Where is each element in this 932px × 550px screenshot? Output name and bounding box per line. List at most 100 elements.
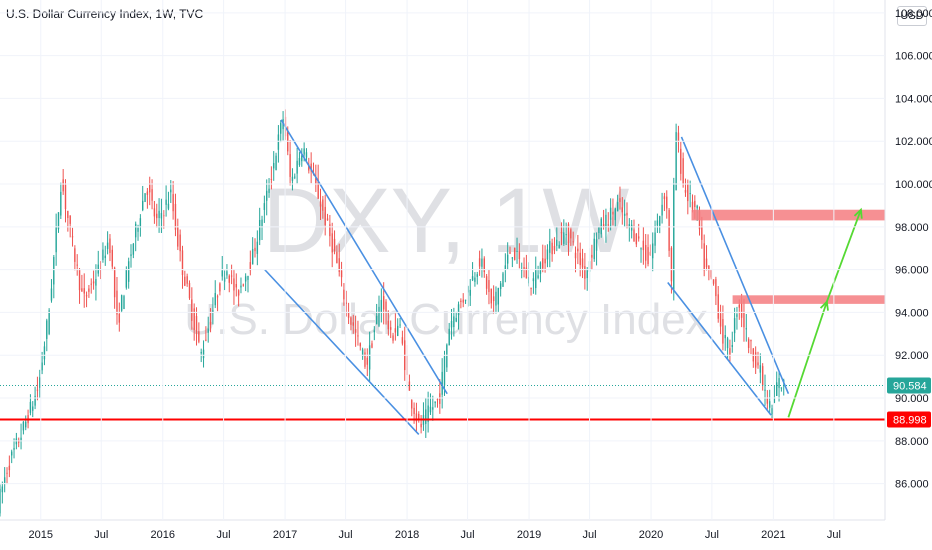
candle-body [654,232,656,246]
candle-body [415,413,418,422]
x-tick-label: 2016 [151,529,175,541]
x-tick-label: 2017 [273,529,297,541]
candle-body [567,224,570,243]
candle-body [177,227,179,247]
candle-body [666,196,668,209]
projection-arrow [787,301,828,418]
candle-body [221,270,223,277]
candle-body [294,176,296,178]
x-tick-label: 2019 [517,529,541,541]
candle-body [630,224,633,231]
candle-body [142,200,144,211]
candle-body [350,317,352,325]
candle-body [740,303,743,318]
candle-body [275,155,277,171]
candle-body [521,269,523,271]
watermark-name: U.S. Dollar Currency Index [184,295,707,344]
candle-body [109,238,111,253]
candle-body [673,183,675,292]
candle-body [329,224,331,237]
candle-body [336,251,338,264]
candle-body [719,313,722,327]
candle-body [418,413,420,419]
candle-body [553,245,556,251]
candle-body [15,438,18,445]
x-tick-label: Jul [217,529,231,541]
resistance-zone [732,295,885,304]
candle-body [326,218,329,221]
candle-body [513,247,516,260]
candle-body [237,290,240,296]
candle-body [214,293,216,306]
candle-body [523,267,525,270]
x-tick-label: Jul [827,529,841,541]
candle-body [455,317,457,322]
candle-body [106,242,109,249]
candle-body [268,188,270,193]
candle-body [149,183,151,193]
candle-body [680,148,682,174]
candle-body [277,134,280,150]
candle-body [621,207,624,213]
candle-body [123,296,125,309]
candle-body [537,275,539,278]
y-tick-label: 100.000 [895,179,932,191]
candle-body [397,325,399,336]
candle-body [705,258,708,268]
candle-body [474,277,476,282]
y-tick-label: 104.000 [895,93,932,105]
candle-body [490,288,492,304]
candle-body [645,244,647,261]
candle-body [118,313,121,323]
y-tick-label: 92.000 [895,350,929,362]
candle-body [387,320,390,330]
candle-body [668,209,670,251]
candle-body [324,206,326,226]
candle-body [724,334,726,339]
candle-body [411,400,413,409]
candle-body [481,258,483,267]
candle-body [64,184,67,210]
candle-body [757,362,759,366]
candle-body [308,164,310,171]
candle-body [595,239,598,251]
candle-body [366,357,369,365]
candle-body [640,248,642,250]
candle-body [57,212,60,230]
candle-body [656,220,659,226]
candle-body [478,258,481,267]
candle-body [247,275,249,280]
y-ticks: 86.000 88.000 90.000 92.000 94.000 96.000 98.0… [895,8,932,491]
candle-body [310,163,312,172]
candle-body [745,328,748,330]
candle-body [315,177,317,184]
candle-body [242,284,245,286]
candle-body [83,288,85,294]
currency-button[interactable]: USD [897,6,927,26]
candle-body [460,300,462,302]
candle-body [25,421,27,428]
candle-body [216,296,219,298]
candle-body [240,285,242,288]
candle-body [205,339,207,341]
candle-body [305,152,308,158]
candle-body [652,243,654,259]
y-tick-label: 94.000 [895,307,929,319]
candle-body [200,352,202,354]
candle-body [298,158,301,165]
candle-body [104,255,106,259]
candle-body [273,162,275,169]
candle-body [202,349,205,359]
candle-body [371,343,373,348]
candle-body [13,447,15,450]
candle-body [530,288,532,290]
candle-body [637,236,640,239]
candle-body [750,339,752,342]
candle-body [427,405,429,422]
candle-body [483,258,485,273]
candle-body [270,178,273,180]
trendline [264,269,420,435]
candle-body [385,301,387,312]
candle-body [766,398,769,404]
